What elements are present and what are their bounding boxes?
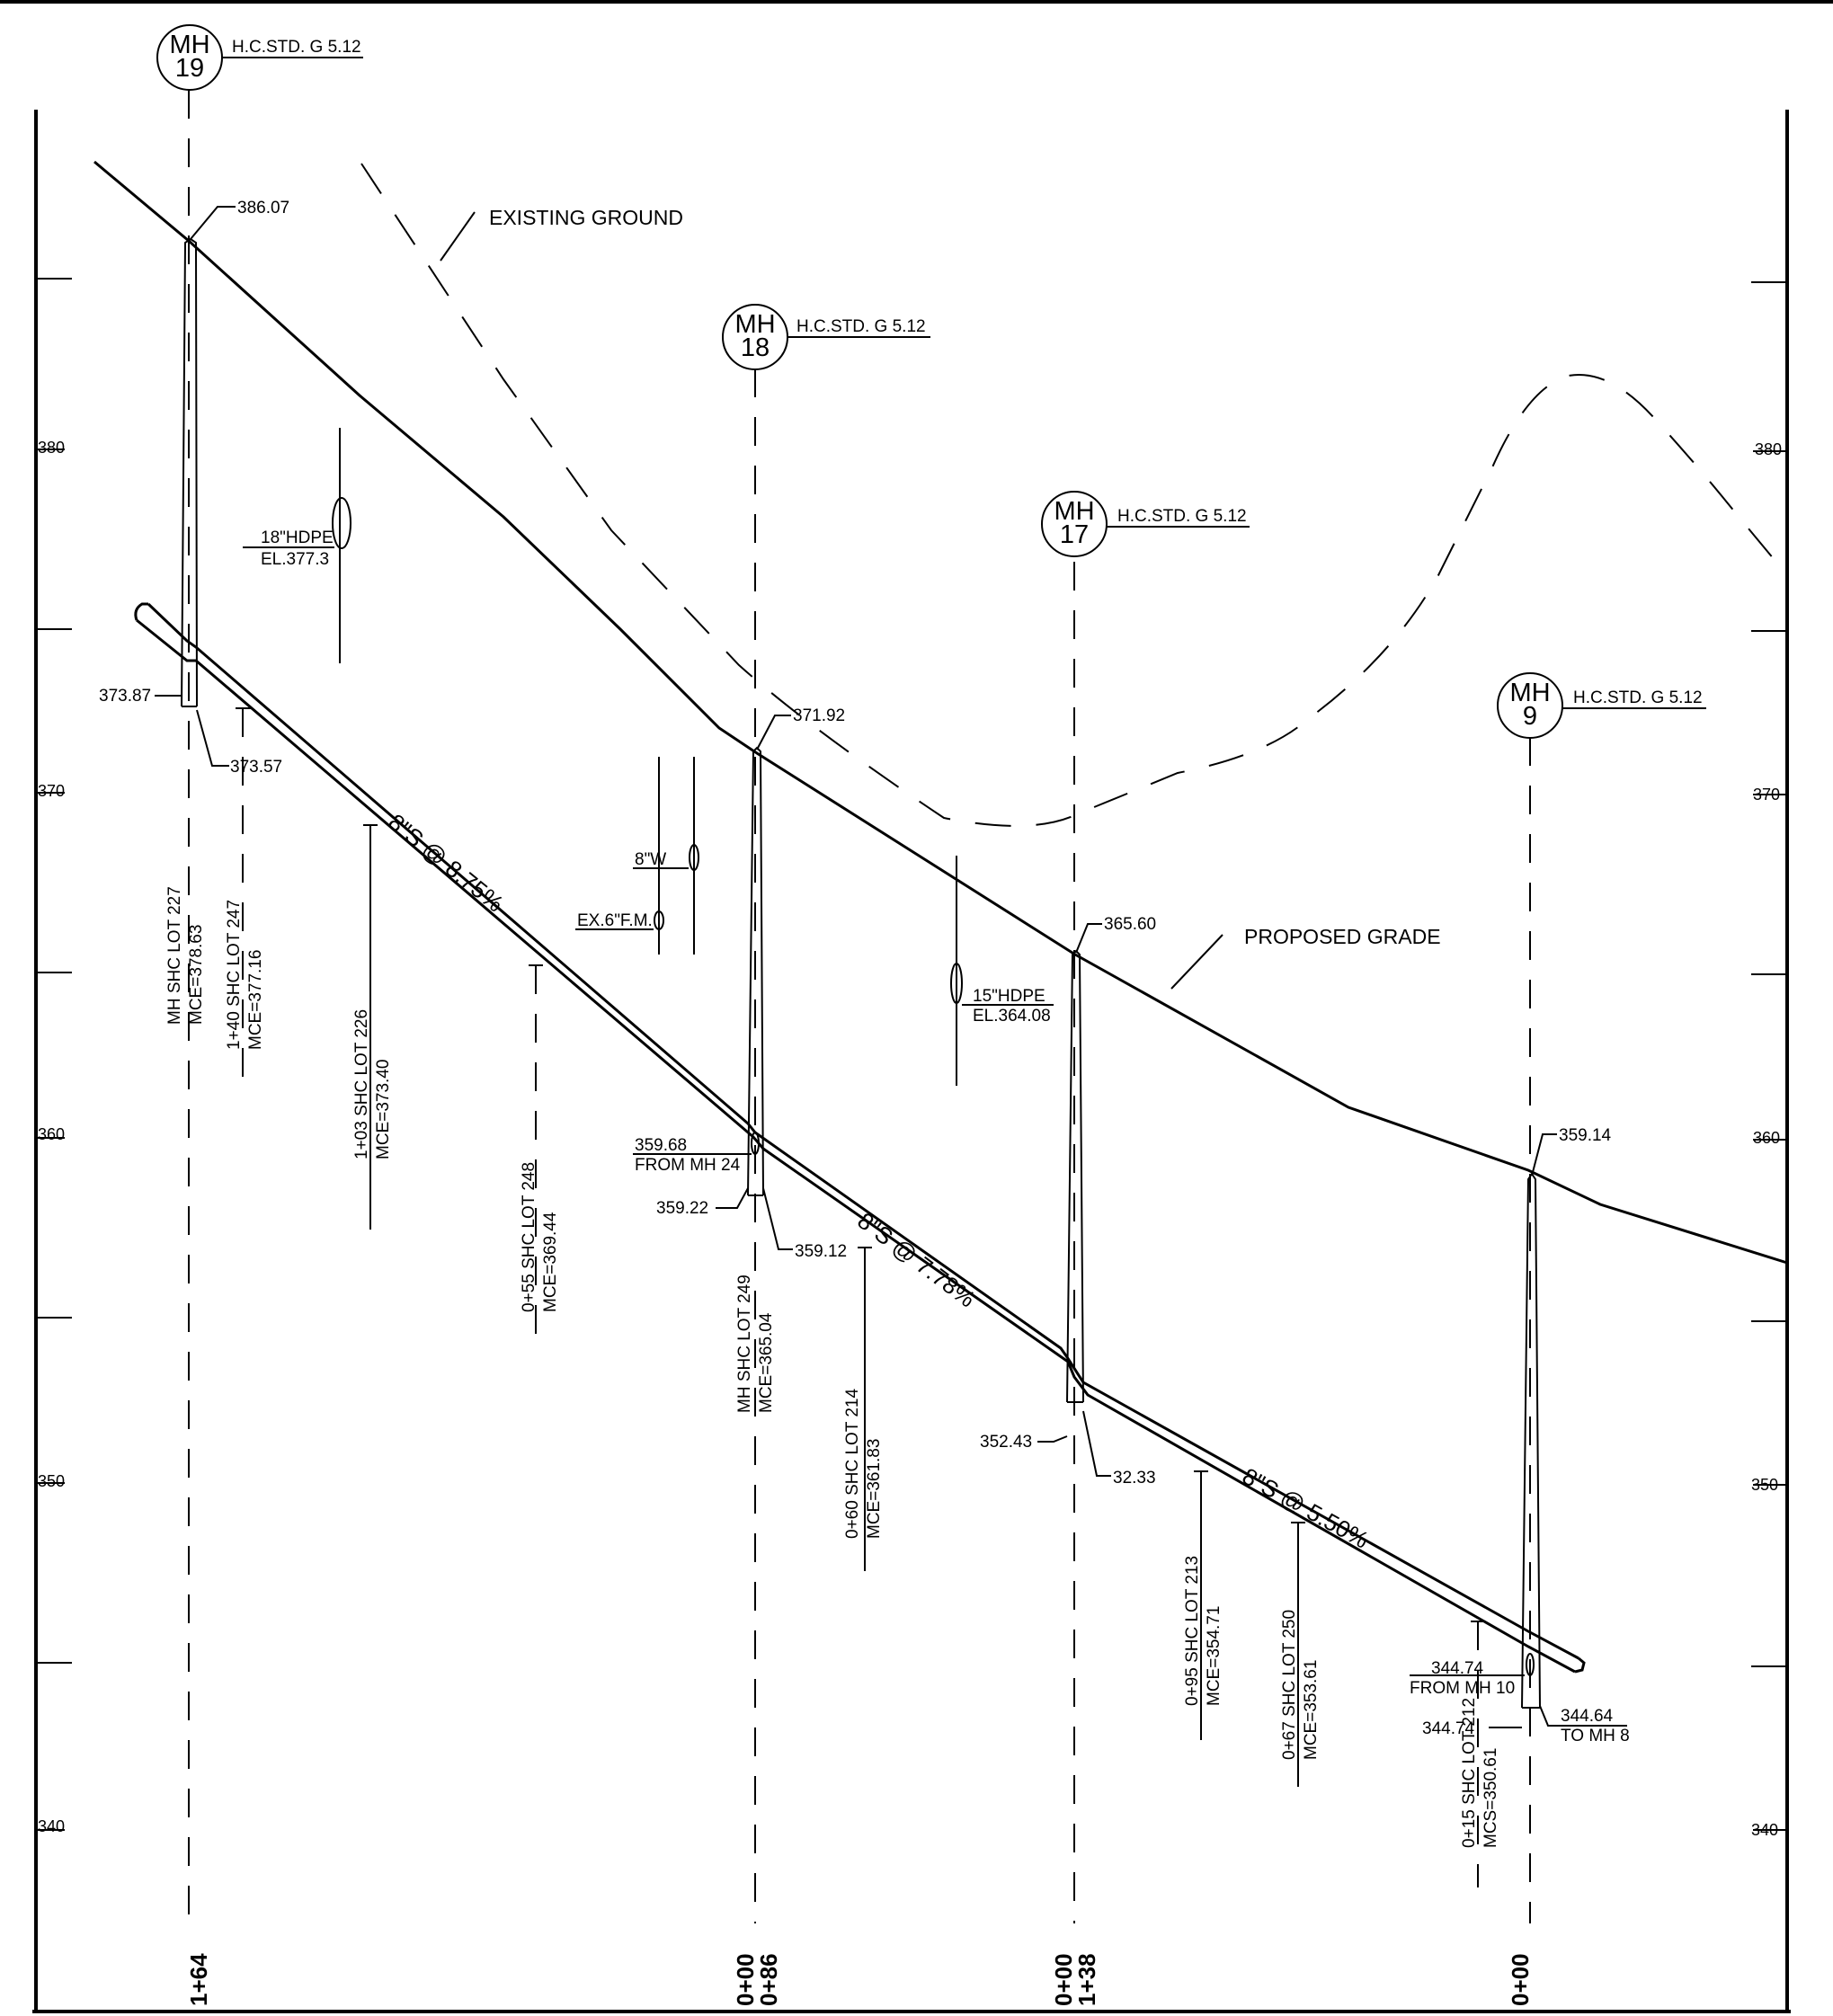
- mh9-lateral-from: FROM MH 10: [1410, 1679, 1515, 1698]
- station-labels: 1+64 0+00 0+86 0+00 1+38 0+00: [185, 1953, 1534, 2006]
- proposed-grade-label: PROPOSED GRADE: [1244, 925, 1441, 948]
- mh9-inv-out: 344.64: [1561, 1707, 1614, 1726]
- crossing-size: 18"HDPE: [261, 528, 334, 547]
- mh9-inv-in: 344.74: [1422, 1719, 1475, 1738]
- station-label: 0+00: [1050, 1953, 1077, 2006]
- mh18-std: H.C.STD. G 5.12: [796, 317, 926, 336]
- service-station: 0+67 SHC LOT 250: [1280, 1610, 1299, 1760]
- manhole-mh9: MH 9 H.C.STD. G 5.12: [1497, 672, 1706, 739]
- mh17-inv-in: 352.43: [980, 1433, 1032, 1452]
- service-mce: MCE=353.61: [1302, 1660, 1321, 1760]
- mh9-number: 9: [1523, 702, 1537, 731]
- mh17-inv-out: 32.33: [1113, 1469, 1156, 1488]
- station-label: 0+00: [1507, 1953, 1534, 2006]
- service-station: 1+03 SHC LOT 226: [352, 1009, 371, 1159]
- service-mce: MCE=378.63: [187, 925, 206, 1025]
- proposed-grade-line: [93, 160, 1788, 1265]
- elevation-labels: 380 370 360 350 340 380 370 360 350 340: [38, 439, 1782, 1839]
- mh17-number: 17: [1060, 520, 1089, 549]
- service-mce: MCS=350.61: [1482, 1748, 1500, 1848]
- elev-label-right: 360: [1753, 1129, 1780, 1147]
- crossing-size: EX.6"F.M.: [577, 911, 653, 930]
- crossing-elev: EL.377.3: [261, 550, 329, 569]
- crossing-elev: EL.364.08: [973, 1007, 1051, 1026]
- elevation-ticks: [36, 278, 1787, 1831]
- pipe-segment-label: 8"S @ 5.50%: [1238, 1462, 1374, 1554]
- pipe-segment-label: 8"S @ 8.75%: [383, 808, 509, 917]
- crossing-size: 15"HDPE: [973, 987, 1046, 1006]
- service-mce: MCE=369.44: [541, 1212, 560, 1312]
- mh19-title: MH: [169, 31, 209, 59]
- elev-label-right: 370: [1753, 786, 1780, 804]
- mh18-inv-in: 359.22: [656, 1199, 708, 1218]
- crossing-size: 8"W: [635, 850, 666, 869]
- mh19-inv-in: 373.87: [99, 687, 151, 706]
- mh17-std: H.C.STD. G 5.12: [1117, 507, 1247, 526]
- proposed-grade-leader: [1170, 934, 1223, 990]
- mh18-number: 18: [741, 333, 770, 362]
- crossing-15-hdpe: 15"HDPE EL.364.08: [950, 856, 1054, 1086]
- mh19-rim: 386.07: [237, 199, 289, 218]
- service-station: 1+40 SHC LOT 247: [225, 900, 244, 1050]
- mh18-title: MH: [734, 310, 775, 339]
- service-mce: MCE=361.83: [865, 1439, 884, 1539]
- service-labels: MH SHC LOT 227 MCE=378.63 1+40 SHC LOT 2…: [165, 886, 1500, 1848]
- station-centerlines: [188, 90, 1531, 1923]
- mh9-title: MH: [1509, 679, 1550, 707]
- elev-label-right: 340: [1751, 1821, 1778, 1839]
- manhole-mh19: MH 19 H.C.STD. G 5.12: [156, 24, 363, 91]
- service-mce: MCE=365.04: [757, 1312, 776, 1413]
- manhole-mh18: MH 18 H.C.STD. G 5.12: [722, 304, 930, 370]
- mh17-rim: 365.60: [1104, 915, 1156, 934]
- elev-label-left: 340: [38, 1817, 65, 1835]
- mh18-lateral-from: FROM MH 24: [635, 1156, 741, 1175]
- mh19-inv-out: 373.57: [230, 758, 282, 777]
- station-label: 1+64: [185, 1953, 212, 2006]
- service-mce: MCE=377.16: [246, 950, 265, 1050]
- station-label: 0+86: [755, 1953, 782, 2006]
- mh18-rim: 371.92: [793, 706, 845, 725]
- service-station: 0+60 SHC LOT 214: [843, 1389, 862, 1539]
- station-label: 1+38: [1073, 1953, 1100, 2006]
- service-lines: [236, 707, 1485, 1887]
- service-mce: MCE=354.71: [1205, 1606, 1223, 1706]
- elev-label-right: 380: [1755, 440, 1782, 458]
- elev-label-left: 380: [38, 439, 65, 457]
- mh18-inv-out: 359.12: [795, 1242, 847, 1261]
- service-mce: MCE=373.40: [374, 1060, 393, 1159]
- crossing-ex-fm: EX.6"F.M.: [575, 910, 664, 930]
- service-station: 0+95 SHC LOT 213: [1183, 1556, 1202, 1706]
- elev-label-right: 350: [1751, 1476, 1778, 1494]
- pipe-segment-label: 8"S @ 7.78%: [852, 1207, 980, 1313]
- service-station: MH SHC LOT 249: [735, 1274, 754, 1413]
- service-station: MH SHC LOT 227: [165, 886, 184, 1025]
- existing-ground-leader: [440, 211, 476, 262]
- existing-ground-line: [360, 163, 1788, 827]
- crossing-8-w: 8"W: [633, 757, 699, 955]
- existing-ground-label: EXISTING GROUND: [489, 206, 683, 229]
- elev-label-left: 370: [38, 782, 65, 800]
- sewer-pipe: [134, 602, 1586, 1676]
- mh9-rim: 359.14: [1559, 1126, 1612, 1145]
- mh9-inv-out-to: TO MH 8: [1561, 1727, 1630, 1745]
- elev-label-left: 360: [38, 1125, 65, 1143]
- mh9-lateral-elev: 344.74: [1431, 1659, 1484, 1678]
- mh17-title: MH: [1054, 497, 1094, 526]
- mh18-lateral-elev: 359.68: [635, 1136, 687, 1155]
- station-label: 0+00: [732, 1953, 759, 2006]
- mh9-std: H.C.STD. G 5.12: [1573, 688, 1703, 707]
- elevation-callouts: 386.07 373.87 373.57 371.92 359.68 FROM …: [99, 199, 1630, 1745]
- elev-label-left: 350: [38, 1472, 65, 1490]
- manhole-mh17: MH 17 H.C.STD. G 5.12: [1041, 491, 1250, 557]
- service-station: 0+15 SHC LOT 212: [1460, 1698, 1479, 1848]
- crossing-18-hdpe: 18"HDPE EL.377.3: [243, 428, 351, 663]
- service-station: 0+55 SHC LOT 248: [520, 1162, 538, 1312]
- mh19-number: 19: [175, 54, 204, 83]
- mh19-std: H.C.STD. G 5.12: [232, 38, 361, 57]
